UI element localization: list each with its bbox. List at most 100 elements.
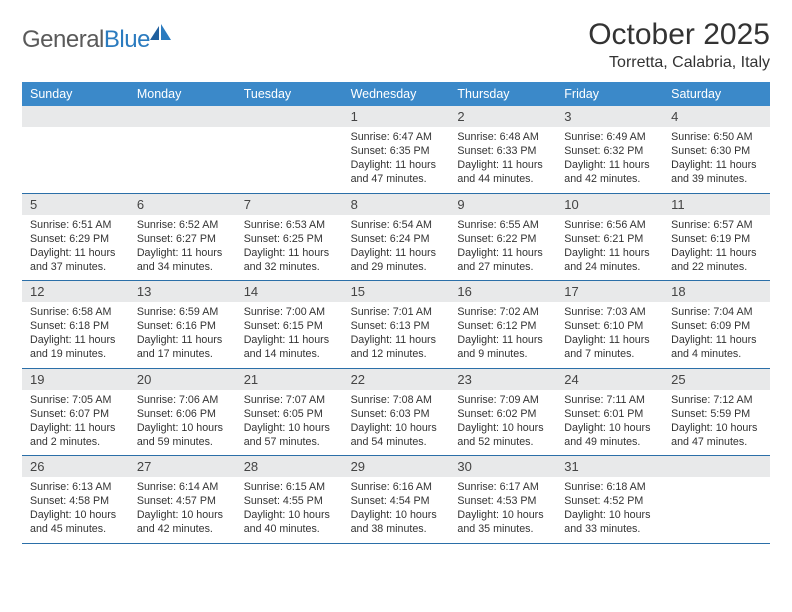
daylight-text: Daylight: 10 hours and 42 minutes.: [137, 508, 228, 536]
logo-text-2: Blue: [104, 26, 150, 53]
calendar-cell: 6Sunrise: 6:52 AMSunset: 6:27 PMDaylight…: [129, 194, 236, 281]
sunset-text: Sunset: 6:24 PM: [351, 232, 442, 246]
sunrise-text: Sunrise: 6:18 AM: [564, 480, 655, 494]
calendar-cell: [129, 106, 236, 193]
calendar-cell: 10Sunrise: 6:56 AMSunset: 6:21 PMDayligh…: [556, 194, 663, 281]
empty-daynum: [129, 106, 236, 127]
day-header-cell: Sunday: [22, 82, 129, 106]
logo-text: GeneralBlue: [22, 26, 150, 54]
calendar-cell: 21Sunrise: 7:07 AMSunset: 6:05 PMDayligh…: [236, 369, 343, 456]
daylight-text: Daylight: 10 hours and 54 minutes.: [351, 421, 442, 449]
header: GeneralBlue October 2025 Torretta, Calab…: [22, 18, 770, 72]
sunrise-text: Sunrise: 6:16 AM: [351, 480, 442, 494]
day-header-cell: Wednesday: [343, 82, 450, 106]
sunrise-text: Sunrise: 7:08 AM: [351, 393, 442, 407]
sunrise-text: Sunrise: 7:00 AM: [244, 305, 335, 319]
daylight-text: Daylight: 10 hours and 40 minutes.: [244, 508, 335, 536]
calendar-cell: 4Sunrise: 6:50 AMSunset: 6:30 PMDaylight…: [663, 106, 770, 193]
sunset-text: Sunset: 6:15 PM: [244, 319, 335, 333]
sunrise-text: Sunrise: 6:14 AM: [137, 480, 228, 494]
calendar-cell: 27Sunrise: 6:14 AMSunset: 4:57 PMDayligh…: [129, 456, 236, 543]
calendar-cell: 20Sunrise: 7:06 AMSunset: 6:06 PMDayligh…: [129, 369, 236, 456]
cell-body: Sunrise: 7:11 AMSunset: 6:01 PMDaylight:…: [556, 390, 663, 456]
calendar-cell: 26Sunrise: 6:13 AMSunset: 4:58 PMDayligh…: [22, 456, 129, 543]
sunset-text: Sunset: 4:53 PM: [457, 494, 548, 508]
sunrise-text: Sunrise: 6:47 AM: [351, 130, 442, 144]
daylight-text: Daylight: 11 hours and 24 minutes.: [564, 246, 655, 274]
sunrise-text: Sunrise: 6:52 AM: [137, 218, 228, 232]
cell-body: Sunrise: 6:58 AMSunset: 6:18 PMDaylight:…: [22, 302, 129, 368]
day-number: 22: [343, 369, 450, 390]
calendar-cell: 15Sunrise: 7:01 AMSunset: 6:13 PMDayligh…: [343, 281, 450, 368]
sunset-text: Sunset: 6:06 PM: [137, 407, 228, 421]
daylight-text: Daylight: 10 hours and 57 minutes.: [244, 421, 335, 449]
day-number: 10: [556, 194, 663, 215]
calendar-cell: [236, 106, 343, 193]
daylight-text: Daylight: 11 hours and 47 minutes.: [351, 158, 442, 186]
calendar-cell: 29Sunrise: 6:16 AMSunset: 4:54 PMDayligh…: [343, 456, 450, 543]
day-header-cell: Tuesday: [236, 82, 343, 106]
sunrise-text: Sunrise: 6:49 AM: [564, 130, 655, 144]
day-number: 29: [343, 456, 450, 477]
sunrise-text: Sunrise: 6:17 AM: [457, 480, 548, 494]
cell-body: Sunrise: 7:12 AMSunset: 5:59 PMDaylight:…: [663, 390, 770, 456]
week-row: 12Sunrise: 6:58 AMSunset: 6:18 PMDayligh…: [22, 281, 770, 369]
daylight-text: Daylight: 10 hours and 52 minutes.: [457, 421, 548, 449]
cell-body: Sunrise: 7:00 AMSunset: 6:15 PMDaylight:…: [236, 302, 343, 368]
sunset-text: Sunset: 6:16 PM: [137, 319, 228, 333]
daylight-text: Daylight: 11 hours and 27 minutes.: [457, 246, 548, 274]
sunrise-text: Sunrise: 7:01 AM: [351, 305, 442, 319]
cell-body: Sunrise: 6:49 AMSunset: 6:32 PMDaylight:…: [556, 127, 663, 193]
cell-body: Sunrise: 6:16 AMSunset: 4:54 PMDaylight:…: [343, 477, 450, 543]
calendar-cell: 24Sunrise: 7:11 AMSunset: 6:01 PMDayligh…: [556, 369, 663, 456]
day-number: 12: [22, 281, 129, 302]
sunrise-text: Sunrise: 7:11 AM: [564, 393, 655, 407]
daylight-text: Daylight: 11 hours and 42 minutes.: [564, 158, 655, 186]
day-number: 9: [449, 194, 556, 215]
cell-body: Sunrise: 7:02 AMSunset: 6:12 PMDaylight:…: [449, 302, 556, 368]
week-row: 1Sunrise: 6:47 AMSunset: 6:35 PMDaylight…: [22, 106, 770, 194]
day-number: 14: [236, 281, 343, 302]
sunset-text: Sunset: 6:27 PM: [137, 232, 228, 246]
day-number: 15: [343, 281, 450, 302]
sunset-text: Sunset: 6:25 PM: [244, 232, 335, 246]
daylight-text: Daylight: 11 hours and 39 minutes.: [671, 158, 762, 186]
calendar: SundayMondayTuesdayWednesdayThursdayFrid…: [22, 82, 770, 544]
sunset-text: Sunset: 6:21 PM: [564, 232, 655, 246]
day-number: 20: [129, 369, 236, 390]
sunrise-text: Sunrise: 6:54 AM: [351, 218, 442, 232]
sunset-text: Sunset: 6:18 PM: [30, 319, 121, 333]
sunset-text: Sunset: 6:29 PM: [30, 232, 121, 246]
day-number: 6: [129, 194, 236, 215]
daylight-text: Daylight: 11 hours and 4 minutes.: [671, 333, 762, 361]
daylight-text: Daylight: 10 hours and 49 minutes.: [564, 421, 655, 449]
sunset-text: Sunset: 6:09 PM: [671, 319, 762, 333]
day-number: 19: [22, 369, 129, 390]
logo: GeneralBlue: [22, 24, 172, 55]
location: Torretta, Calabria, Italy: [588, 54, 770, 72]
calendar-cell: 17Sunrise: 7:03 AMSunset: 6:10 PMDayligh…: [556, 281, 663, 368]
week-row: 19Sunrise: 7:05 AMSunset: 6:07 PMDayligh…: [22, 369, 770, 457]
daylight-text: Daylight: 10 hours and 35 minutes.: [457, 508, 548, 536]
day-number: 30: [449, 456, 556, 477]
sunset-text: Sunset: 6:03 PM: [351, 407, 442, 421]
cell-body: Sunrise: 6:54 AMSunset: 6:24 PMDaylight:…: [343, 215, 450, 281]
calendar-cell: 3Sunrise: 6:49 AMSunset: 6:32 PMDaylight…: [556, 106, 663, 193]
month-title: October 2025: [588, 18, 770, 52]
sunset-text: Sunset: 6:32 PM: [564, 144, 655, 158]
day-number: 1: [343, 106, 450, 127]
day-number: 16: [449, 281, 556, 302]
sunset-text: Sunset: 6:12 PM: [457, 319, 548, 333]
calendar-cell: 9Sunrise: 6:55 AMSunset: 6:22 PMDaylight…: [449, 194, 556, 281]
sunset-text: Sunset: 6:35 PM: [351, 144, 442, 158]
day-number: 4: [663, 106, 770, 127]
sunset-text: Sunset: 4:58 PM: [30, 494, 121, 508]
sunset-text: Sunset: 4:54 PM: [351, 494, 442, 508]
cell-body: Sunrise: 6:57 AMSunset: 6:19 PMDaylight:…: [663, 215, 770, 281]
sunset-text: Sunset: 6:10 PM: [564, 319, 655, 333]
calendar-cell: 5Sunrise: 6:51 AMSunset: 6:29 PMDaylight…: [22, 194, 129, 281]
sunset-text: Sunset: 6:30 PM: [671, 144, 762, 158]
cell-body: Sunrise: 7:04 AMSunset: 6:09 PMDaylight:…: [663, 302, 770, 368]
daylight-text: Daylight: 11 hours and 12 minutes.: [351, 333, 442, 361]
day-header-cell: Friday: [556, 82, 663, 106]
